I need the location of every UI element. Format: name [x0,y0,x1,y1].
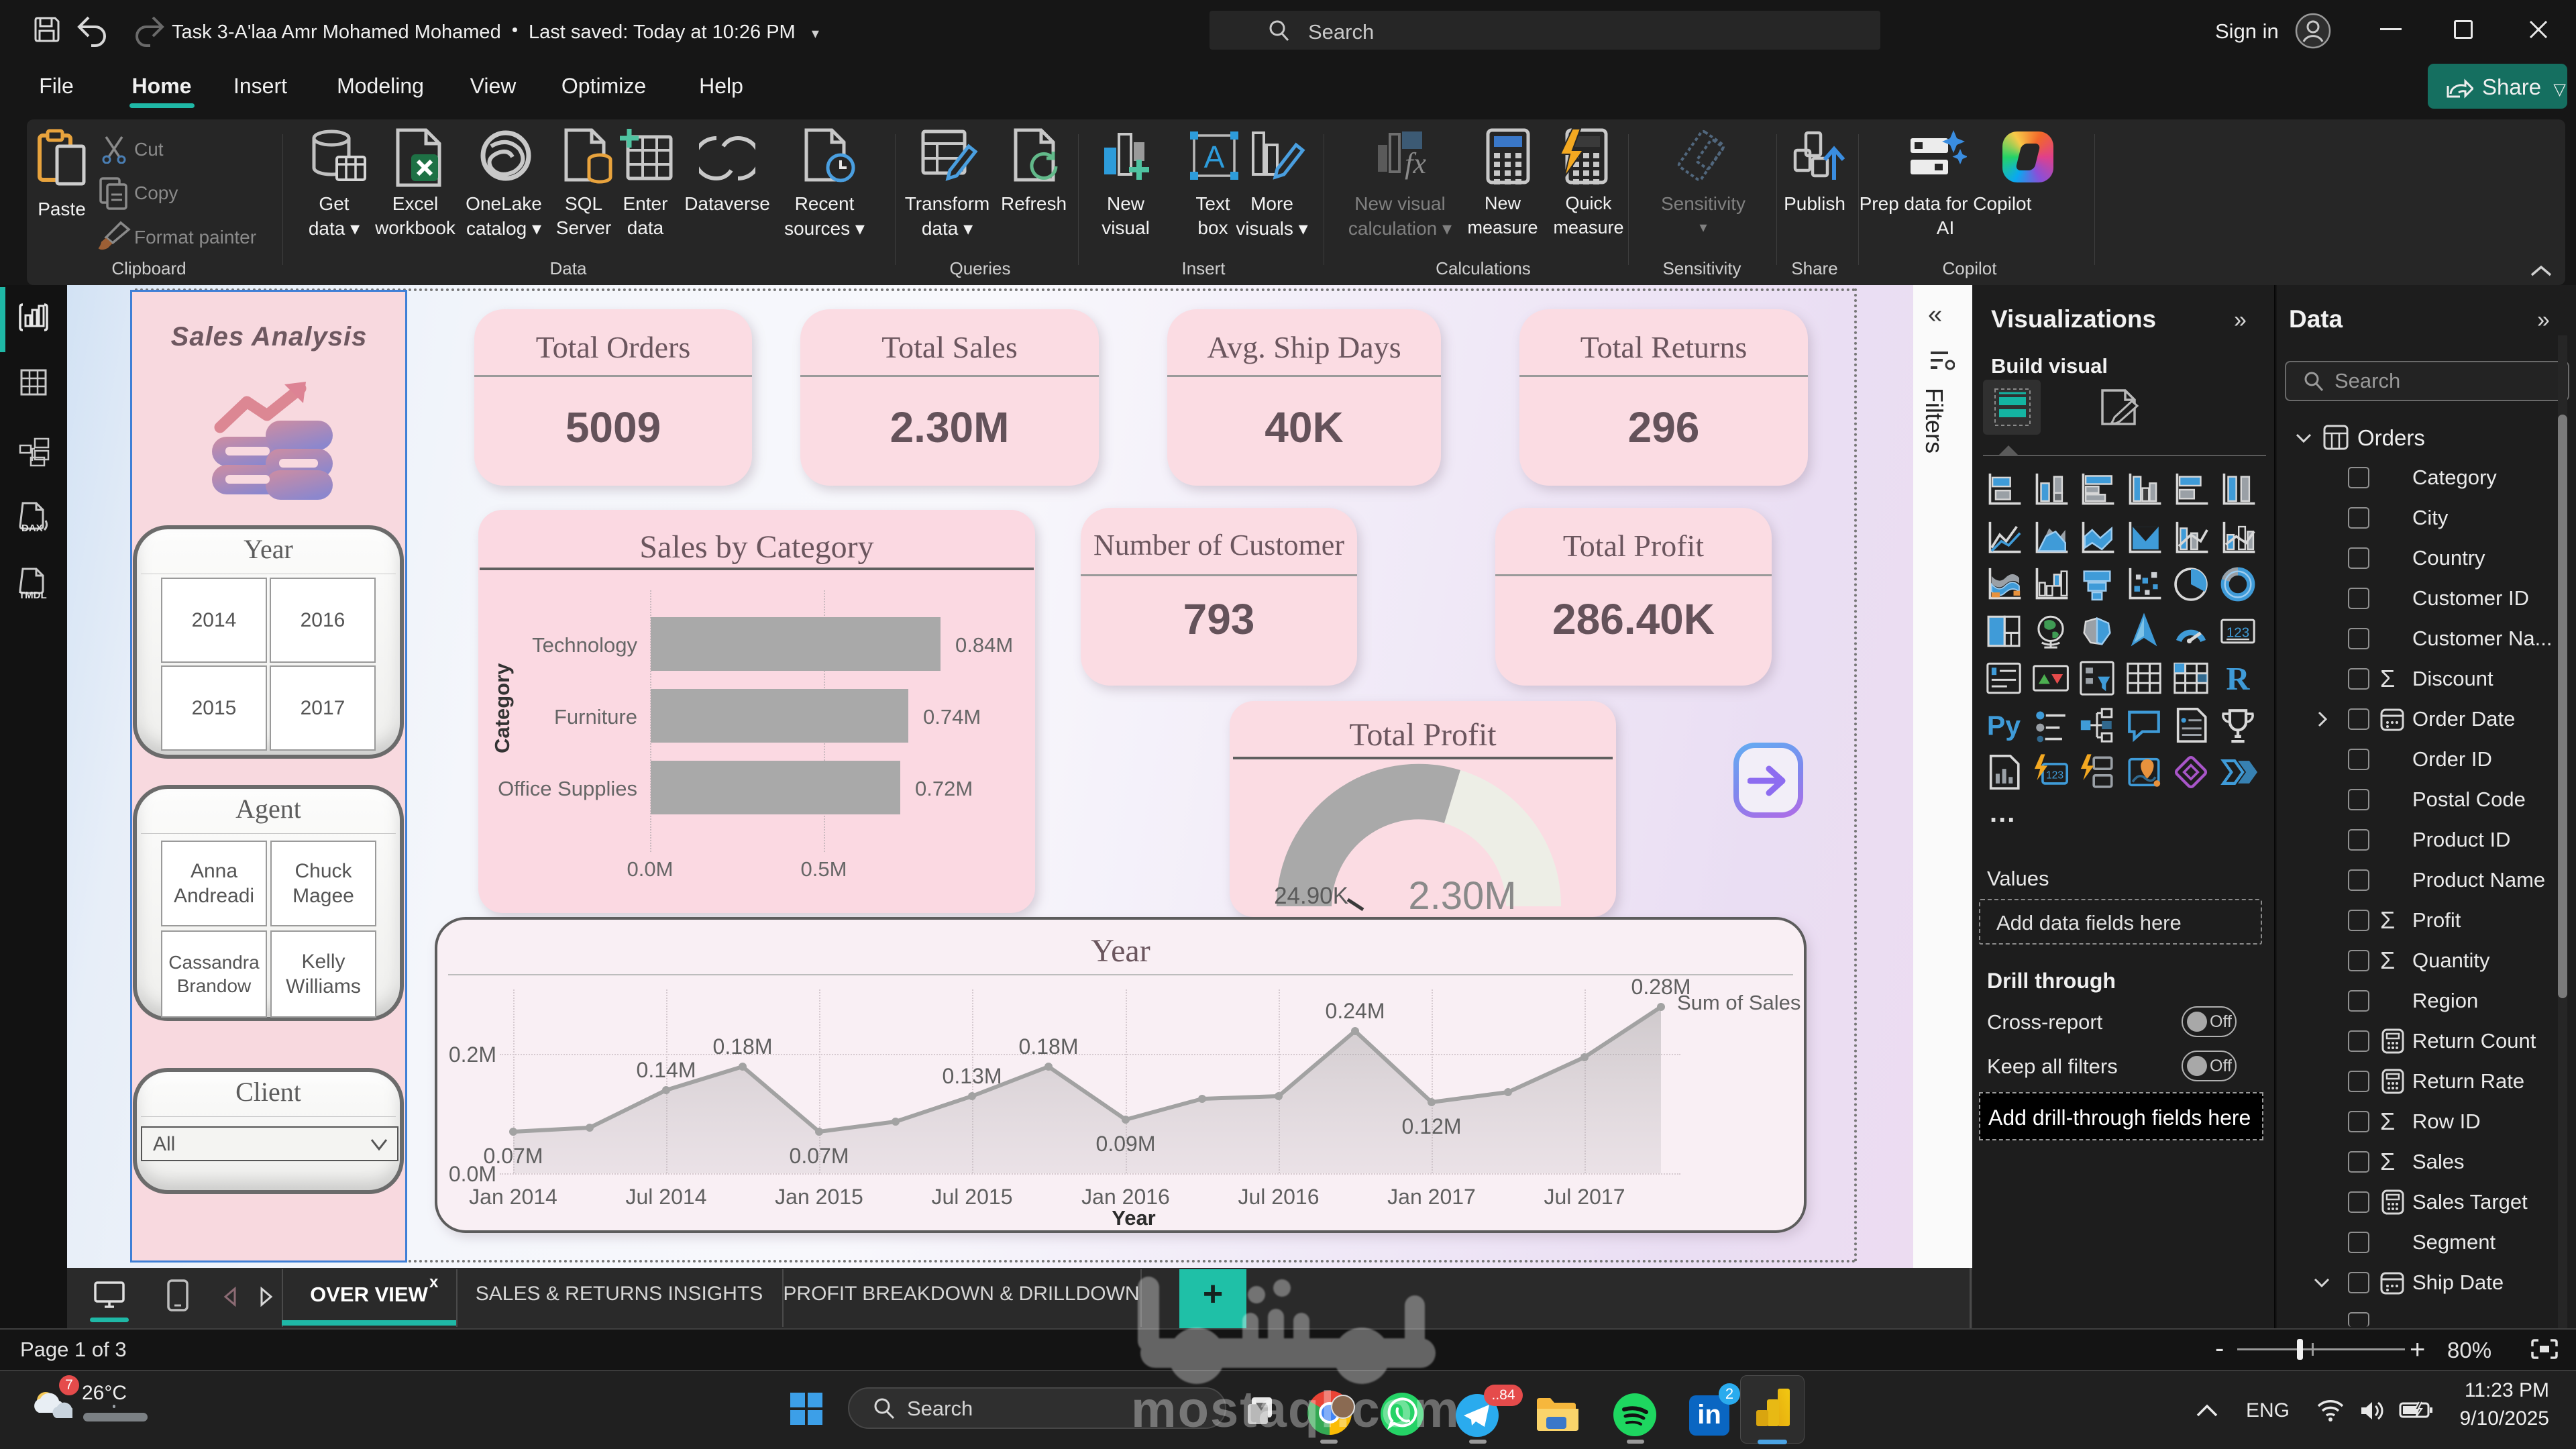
svg-text:123: 123 [2226,625,2249,640]
svg-text:R: R [2226,661,2251,697]
svg-text:A: A [1204,140,1225,174]
svg-text:123: 123 [2046,770,2063,782]
svg-text:Py: Py [1987,710,2021,741]
svg-text:TMDL: TMDL [19,590,47,601]
svg-text:fx: fx [1405,147,1426,180]
svg-text:DAX: DAX [21,523,43,534]
